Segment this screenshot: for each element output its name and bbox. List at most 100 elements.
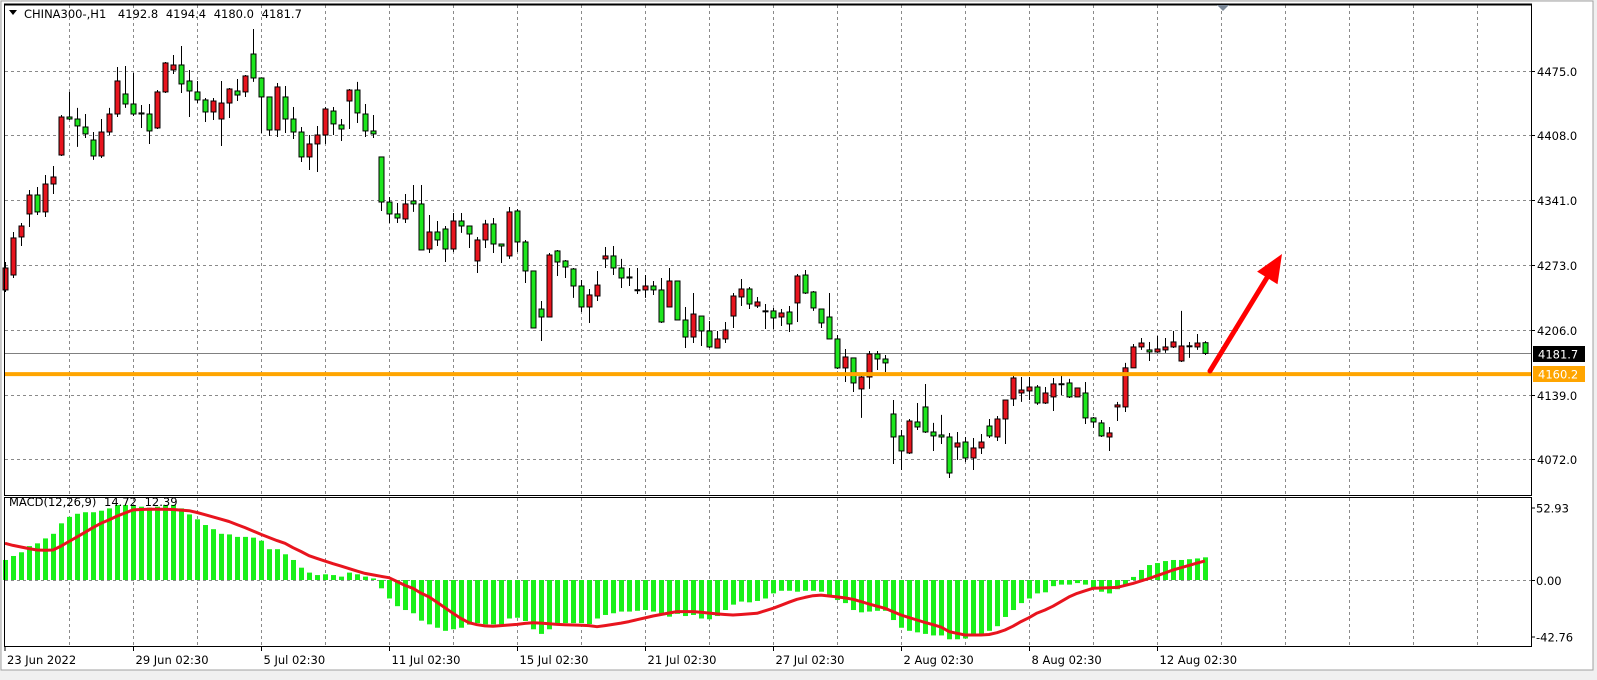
candle xyxy=(682,306,689,349)
macd-histogram-bar xyxy=(387,580,392,599)
macd-histogram-bar xyxy=(403,580,408,611)
macd-histogram-bar xyxy=(243,536,248,580)
candle xyxy=(674,280,681,321)
macd-histogram-bar xyxy=(1091,580,1096,589)
candle-body-bear xyxy=(434,231,441,241)
candle xyxy=(314,125,321,172)
candle xyxy=(34,186,41,216)
macd-histogram-bar xyxy=(219,533,224,580)
candle-body-bear xyxy=(826,316,833,340)
macd-histogram-bar xyxy=(771,580,776,594)
macd-histogram-bar xyxy=(1019,580,1024,604)
price-axis-label: 4273.0 xyxy=(1537,259,1577,273)
macd-histogram-bar xyxy=(1035,580,1040,594)
candle xyxy=(890,400,897,464)
high-value: 4194.4 xyxy=(166,7,206,21)
candle-body-bull xyxy=(2,267,9,291)
candle xyxy=(946,432,953,479)
candle-body-bull xyxy=(722,329,729,340)
macd-histogram-bar xyxy=(667,580,672,617)
candle xyxy=(810,290,817,311)
candle-body-bear xyxy=(458,220,465,227)
macd-histogram-bar xyxy=(1083,580,1088,585)
close-value: 4181.7 xyxy=(262,7,302,21)
price-axis-label: 4408.0 xyxy=(1537,129,1577,143)
candle-body-bear xyxy=(530,270,537,329)
candle-body-bull xyxy=(50,176,57,185)
candle xyxy=(170,54,177,74)
macd-histogram-bar xyxy=(907,580,912,631)
macd-histogram-bar xyxy=(307,572,312,580)
candle-body-bull xyxy=(346,89,353,102)
candles xyxy=(2,28,1531,479)
candle xyxy=(10,231,17,278)
candle-body-bull xyxy=(42,183,49,213)
candle xyxy=(1034,384,1041,405)
candle xyxy=(226,87,233,118)
candle-body-bear xyxy=(802,274,809,294)
macd-histogram-bar xyxy=(819,580,824,592)
candle xyxy=(906,418,913,454)
candle xyxy=(282,85,289,133)
candle-body-bear xyxy=(1082,392,1089,419)
macd-histogram-bar xyxy=(283,554,288,580)
macd-axis-label: 0.00 xyxy=(1536,574,1562,588)
macd-histogram-bar xyxy=(779,580,784,591)
macd-signal-value: 12.39 xyxy=(145,495,178,509)
macd-histogram-bar xyxy=(155,506,160,580)
time-axis-label: 23 Jun 2022 xyxy=(7,653,76,667)
candle xyxy=(338,119,345,141)
chart-shift-marker-icon[interactable] xyxy=(1217,5,1229,11)
candle-body-bear xyxy=(194,91,201,101)
candle-body-bull xyxy=(26,194,33,215)
macd-histogram-bar xyxy=(323,574,328,580)
candle-body-bear xyxy=(370,130,377,135)
macd-histogram-bar xyxy=(371,578,376,580)
candle xyxy=(818,308,825,328)
open-value: 4192.8 xyxy=(118,7,158,21)
candle-body-bear xyxy=(650,285,657,291)
candle-body-bear xyxy=(282,96,289,120)
macd-histogram-bar xyxy=(259,540,264,580)
candle xyxy=(154,90,161,130)
candle-body-bull xyxy=(730,295,737,317)
macd-histogram-bar xyxy=(27,546,32,580)
candle xyxy=(1122,362,1129,412)
macd-histogram-bar xyxy=(315,575,320,580)
candle xyxy=(618,258,625,289)
candle-body-bear xyxy=(90,139,97,157)
candle-body-bull xyxy=(1130,346,1137,369)
red-arrow-up-icon[interactable] xyxy=(1207,254,1282,374)
macd-histogram-bar xyxy=(851,580,856,611)
macd-signal-line xyxy=(4,507,1206,637)
candle xyxy=(82,113,89,138)
candle xyxy=(954,431,961,461)
macd-histogram-bar xyxy=(507,580,512,619)
macd-histogram-bar xyxy=(163,505,168,580)
candle xyxy=(138,104,145,128)
candle xyxy=(1066,378,1073,398)
candle-body-bull xyxy=(714,338,721,349)
candle xyxy=(1026,376,1033,401)
macd-histogram-bar xyxy=(627,580,632,612)
candle-body-bear xyxy=(266,96,273,131)
macd-histogram-bar xyxy=(67,516,72,580)
bid-price-label-bg xyxy=(1533,346,1585,362)
candle xyxy=(498,243,505,263)
candle-body-bear xyxy=(914,421,921,428)
price-axis-label: 4475.0 xyxy=(1537,65,1577,79)
candle-body-bull xyxy=(1002,399,1009,420)
macd-histogram-bar xyxy=(339,576,344,580)
macd-histogram-bar xyxy=(1187,559,1192,580)
candle xyxy=(322,106,329,144)
triangle-down-icon[interactable] xyxy=(9,10,17,15)
macd-histogram-bar xyxy=(1043,580,1048,593)
macd-histogram-bar xyxy=(1027,580,1032,599)
macd-histogram-bar xyxy=(955,580,960,640)
price-axis-label: 4072.0 xyxy=(1537,453,1577,467)
time-axis-label: 11 Jul 02:30 xyxy=(392,653,461,667)
candle-body-bull xyxy=(274,86,281,131)
